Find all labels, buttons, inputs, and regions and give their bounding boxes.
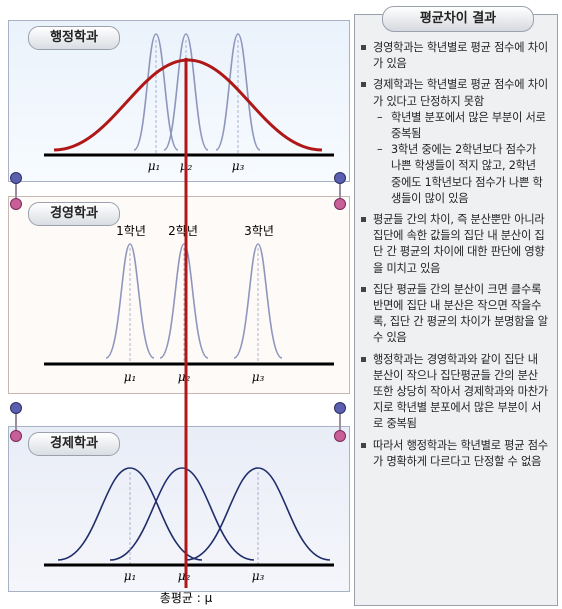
business-panel xyxy=(8,196,350,394)
result-item-text: 평균들 간의 차이, 즉 분산뿐만 아니라 집단에 속한 값들의 집단 내 분산… xyxy=(373,213,545,275)
econ-curve-year2 xyxy=(109,467,255,561)
econ-mu3-label: μ₃ xyxy=(252,569,265,583)
admin-narrow-curves xyxy=(133,33,261,151)
result-panel-title: 평균차이 결과 xyxy=(382,6,534,32)
square-bullet-icon xyxy=(361,286,366,292)
connector-left-bottom xyxy=(10,402,22,442)
business-mu2-label: μ₂ xyxy=(178,370,191,384)
business-curve-year1 xyxy=(105,243,155,359)
econ-curves xyxy=(57,467,331,561)
connector-knob-icon xyxy=(334,172,346,184)
square-bullet-icon xyxy=(361,356,366,362)
result-item: 경영학과는 학년별로 평균 점수에 차이가 있음 xyxy=(361,40,549,72)
result-item-text: 따라서 행정학과는 학년별로 평균 점수가 명확하게 다르다고 단정할 수 없음 xyxy=(373,438,548,468)
square-bullet-icon xyxy=(361,217,366,223)
result-item: 행정학과는 경영학과와 같이 집단 내 분산이 작으나 집단평균들 간의 분산 … xyxy=(361,352,549,433)
result-item-text: 경제학과는 학년별로 평균 점수에 차이가 있다고 단정하지 못함 xyxy=(373,78,548,108)
business-curve-year3 xyxy=(233,243,283,359)
econ-curve-year1 xyxy=(57,467,203,561)
connector-knob-icon xyxy=(10,402,22,414)
business-curves xyxy=(105,243,283,359)
result-sub-item-text: 3학년 중에는 2학년보다 점수가 나쁜 학생들이 적지 않고, 2학년 중에도… xyxy=(391,143,543,205)
grand-mean-label: 총평균 : μ xyxy=(160,591,213,605)
result-sub-item-text: 학년별 분포에서 많은 부분이 서로 중복됨 xyxy=(391,110,546,141)
connector-knob-icon xyxy=(10,430,22,442)
business-dept-tab: 경영학과 xyxy=(28,202,120,226)
square-bullet-icon xyxy=(361,82,366,88)
business-mu3-label: μ₃ xyxy=(252,370,265,384)
result-item-text: 행정학과는 경영학과와 같이 집단 내 분산이 작으나 집단평균들 간의 분산 … xyxy=(373,352,548,431)
result-item: 따라서 행정학과는 학년별로 평균 점수가 명확하게 다르다고 단정할 수 없음 xyxy=(361,438,549,470)
result-list: 경영학과는 학년별로 평균 점수에 차이가 있음 경제학과는 학년별로 평균 점… xyxy=(361,40,549,475)
connector-knob-icon xyxy=(334,430,346,442)
panel-connectors xyxy=(10,172,346,442)
result-sub-item: – 학년별 분포에서 많은 부분이 서로 중복됨 xyxy=(373,110,549,142)
result-sub-item: – 3학년 중에는 2학년보다 점수가 나쁜 학생들이 적지 않고, 2학년 중… xyxy=(373,142,549,207)
econ-curve-year3 xyxy=(185,467,331,561)
admin-mu1-label: μ₁ xyxy=(148,159,161,173)
business-year3-label: 3학년 xyxy=(244,224,274,238)
square-bullet-icon xyxy=(361,442,366,448)
admin-curve-year1 xyxy=(133,33,179,151)
business-dashed-guides xyxy=(129,248,259,364)
connector-right-top xyxy=(334,172,346,210)
result-item-text: 경영학과는 학년별로 평균 점수에 차이가 있음 xyxy=(373,41,548,71)
econ-dashed-guides xyxy=(129,472,259,564)
econ-mu1-label: μ₁ xyxy=(124,569,137,583)
dash-bullet-icon: – xyxy=(377,143,383,157)
result-item: 집단 평균들 간의 분산이 크면 클수록 반면에 집단 내 분산은 작으면 작을… xyxy=(361,282,549,347)
econ-mu2-label: μ₂ xyxy=(178,569,191,583)
connector-knob-icon xyxy=(334,198,346,210)
result-item-text: 집단 평균들 간의 분산이 크면 클수록 반면에 집단 내 분산은 작으면 작을… xyxy=(373,282,548,345)
admin-dept-tab: 행정학과 xyxy=(28,26,120,50)
admin-mu3-label: μ₃ xyxy=(232,159,245,173)
business-mu1-label: μ₁ xyxy=(124,370,137,384)
square-bullet-icon xyxy=(361,45,366,50)
admin-total-distribution-curve xyxy=(53,58,323,152)
result-item: 평균들 간의 차이, 즉 분산뿐만 아니라 집단에 속한 값들의 집단 내 분산… xyxy=(361,212,549,277)
business-year2-label: 2학년 xyxy=(168,224,198,238)
admin-dashed-guides xyxy=(155,40,239,154)
connector-right-bottom xyxy=(334,402,346,442)
connector-knob-icon xyxy=(10,198,22,210)
result-item: 경제학과는 학년별로 평균 점수에 차이가 있다고 단정하지 못함 – 학년별 … xyxy=(361,77,549,207)
connector-left-top xyxy=(10,172,22,210)
admin-curve-year2 xyxy=(163,33,209,151)
econ-dept-tab: 경제학과 xyxy=(28,432,120,456)
business-curve-year2 xyxy=(159,243,209,359)
admin-curve-year3 xyxy=(215,33,261,151)
result-panel xyxy=(354,14,558,606)
connector-knob-icon xyxy=(10,172,22,184)
business-year1-label: 1학년 xyxy=(116,224,146,238)
connector-knob-icon xyxy=(334,402,346,414)
dash-bullet-icon: – xyxy=(377,110,383,124)
